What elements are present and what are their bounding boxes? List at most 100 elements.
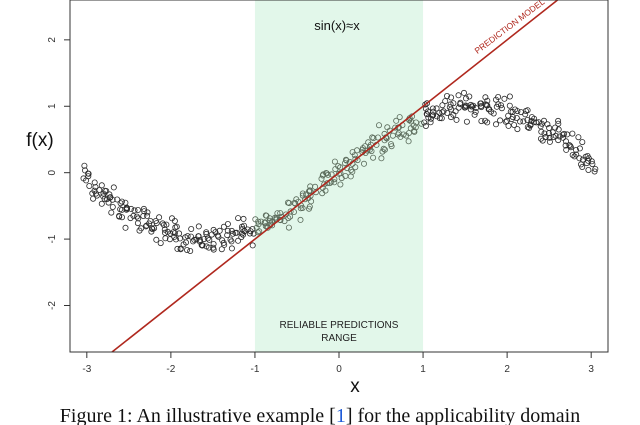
data-point	[555, 117, 562, 124]
data-point	[569, 151, 576, 158]
data-point	[257, 218, 264, 225]
data-point	[520, 118, 527, 125]
data-point	[563, 146, 570, 153]
data-point	[249, 225, 256, 232]
data-point	[477, 100, 484, 107]
data-point	[552, 132, 559, 139]
data-point	[573, 151, 580, 158]
data-point	[378, 155, 385, 162]
data-point	[141, 208, 148, 215]
data-point	[478, 118, 485, 125]
data-point	[191, 236, 198, 243]
x-axis-label: x	[350, 376, 360, 397]
data-point	[387, 141, 394, 148]
caption-reference-link[interactable]: 1	[335, 405, 346, 425]
data-point	[116, 212, 123, 219]
data-point	[183, 246, 190, 253]
data-point	[182, 239, 189, 246]
figure-caption: Figure 1: An illustrative example [1] fo…	[0, 404, 640, 425]
data-point	[411, 128, 418, 135]
data-point	[591, 168, 598, 175]
data-point	[240, 231, 247, 238]
data-point	[592, 165, 599, 172]
data-point	[149, 226, 156, 233]
data-point	[216, 227, 223, 234]
data-point	[439, 102, 446, 109]
data-point	[544, 121, 551, 128]
data-point	[109, 203, 116, 210]
data-point	[96, 186, 103, 193]
data-point	[455, 92, 462, 99]
data-point	[249, 242, 256, 249]
data-point	[513, 115, 520, 122]
data-point	[144, 212, 151, 219]
data-point	[131, 207, 138, 214]
data-point	[546, 134, 553, 141]
data-point	[133, 213, 140, 220]
data-point	[190, 238, 197, 245]
data-point	[506, 102, 513, 109]
data-point	[206, 236, 213, 243]
data-point	[556, 133, 563, 140]
data-point	[546, 138, 553, 145]
data-point	[250, 230, 257, 237]
data-point	[555, 120, 562, 127]
data-point	[524, 107, 531, 114]
data-point	[347, 166, 354, 173]
data-point	[187, 247, 194, 254]
data-point	[569, 130, 576, 137]
sin-approx-label: sin(x)≈x	[314, 18, 360, 33]
data-point	[400, 131, 407, 138]
data-point	[555, 126, 562, 133]
data-point	[299, 204, 306, 211]
data-point	[542, 133, 549, 140]
data-point	[331, 158, 338, 165]
data-point	[215, 233, 222, 240]
x-axis: -3 -2 -1 0 1 2 3	[82, 352, 594, 375]
data-point	[351, 152, 358, 159]
scatter-plot: -3 -2 -1 0 1 2 3 -2 -1 0 1 2 sin(x)≈x RELIABLE PRE…	[26, 0, 609, 397]
data-point	[578, 161, 585, 168]
data-point	[424, 108, 431, 115]
data-point	[484, 119, 491, 126]
data-point	[284, 199, 291, 206]
data-point	[291, 199, 298, 206]
data-point	[328, 171, 335, 178]
x-tick-label: -1	[250, 364, 259, 375]
data-point	[157, 240, 164, 247]
data-point	[438, 115, 445, 122]
data-point	[160, 221, 167, 228]
data-point	[392, 124, 399, 131]
y-tick-label: 2	[47, 37, 58, 43]
y-tick-label: -2	[47, 301, 58, 310]
data-point	[472, 108, 479, 115]
data-point	[352, 164, 359, 171]
data-point	[381, 146, 388, 153]
data-point	[528, 114, 535, 121]
data-point	[220, 239, 227, 246]
data-point	[450, 100, 457, 107]
data-point	[352, 155, 359, 162]
data-point	[177, 245, 184, 252]
data-point	[232, 229, 239, 236]
data-point	[308, 198, 315, 205]
data-point	[187, 233, 194, 240]
data-point	[502, 118, 509, 125]
data-point	[281, 218, 288, 225]
data-point	[277, 210, 284, 217]
data-point	[144, 209, 151, 216]
x-tick-label: -3	[82, 364, 91, 375]
data-point	[134, 220, 141, 227]
data-point	[576, 145, 583, 152]
data-point	[114, 196, 121, 203]
data-point	[210, 240, 217, 247]
caption-prefix: Figure 1: An illustrative example [	[59, 405, 336, 425]
data-point	[210, 246, 217, 253]
data-point	[370, 135, 377, 142]
data-point	[256, 228, 263, 235]
data-point	[538, 128, 545, 135]
data-point	[511, 122, 518, 129]
data-points	[80, 89, 599, 254]
data-point	[104, 196, 111, 203]
data-point	[423, 100, 430, 107]
